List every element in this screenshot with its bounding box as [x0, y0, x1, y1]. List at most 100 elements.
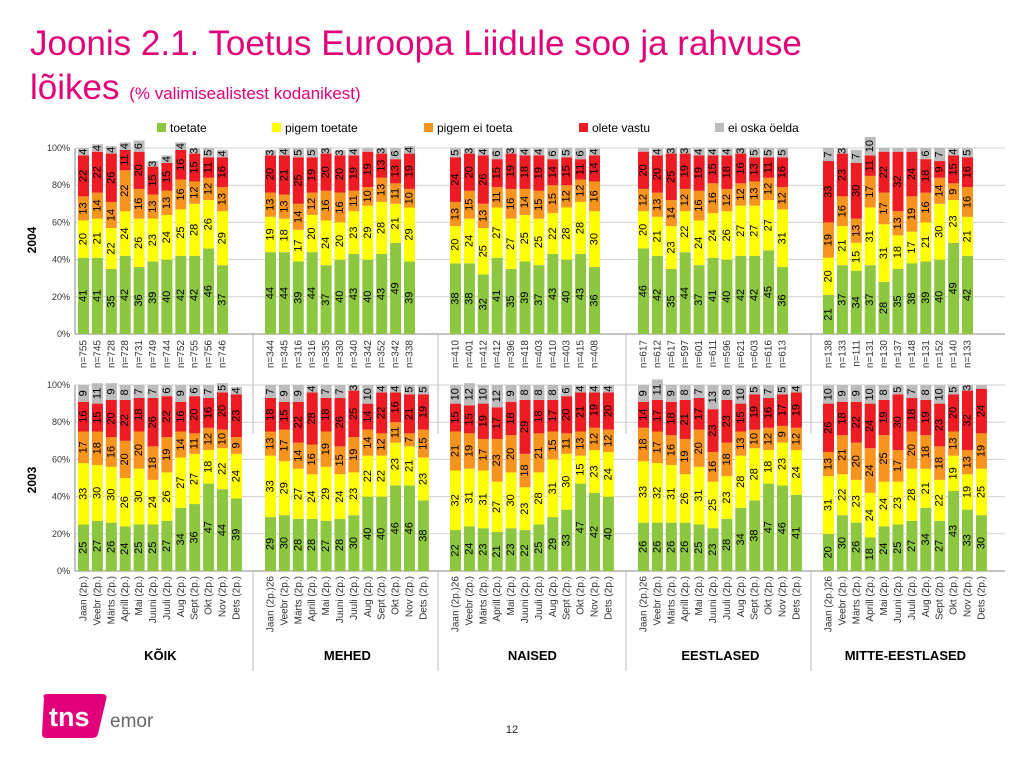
data-label: 35 — [105, 295, 117, 307]
data-label: 19 — [417, 406, 429, 418]
data-label: 14 — [547, 166, 559, 178]
data-label: 40 — [334, 291, 346, 303]
bar-segment-pigem-ei-toeta — [189, 433, 201, 454]
bar-segment-pigem-toetate — [948, 455, 960, 492]
data-label: 13 — [376, 160, 388, 172]
data-label: 7 — [693, 388, 705, 394]
bar-segment-olete-vastu — [693, 155, 705, 191]
bar-segment-pigem-ei-toeta — [334, 446, 346, 475]
category-label: n=597 — [680, 340, 691, 369]
data-label: 30 — [836, 537, 848, 549]
bar-segment-pigem-ei-toeta — [119, 170, 131, 212]
data-label: 30 — [348, 537, 360, 549]
data-label: 16 — [589, 190, 601, 202]
category-label: n=415 — [576, 340, 587, 369]
data-label: 20 — [265, 168, 277, 180]
data-label: 15 — [334, 454, 346, 466]
category-label: Veebr (2p.) — [464, 576, 475, 625]
bar-segment-ei-oska — [265, 149, 276, 156]
data-label: 10 — [823, 388, 835, 400]
data-label: 28 — [749, 468, 761, 480]
category-label: n=133 — [963, 340, 974, 369]
bar-segment-olete-vastu — [749, 157, 761, 182]
category-label: n=345 — [279, 340, 290, 369]
bar-segment-toetate — [547, 517, 559, 571]
bar-segment-ei-oska — [376, 385, 388, 393]
category-label: n=338 — [405, 340, 416, 369]
bar-segment-toetate — [463, 263, 475, 334]
data-label: 27 — [161, 540, 173, 552]
data-label: 33 — [265, 480, 277, 492]
category-label: Mai (2p.) — [694, 576, 705, 615]
data-label: 19 — [679, 165, 691, 177]
data-label: 15 — [417, 437, 429, 449]
data-label: 43 — [348, 288, 360, 300]
data-label: 40 — [934, 291, 946, 303]
data-label: 14 — [519, 196, 531, 208]
bar-segment-toetate — [721, 259, 733, 334]
bar-segment-pigem-toetate — [133, 218, 145, 268]
category-label: n=745 — [92, 340, 103, 369]
data-label: 16 — [707, 192, 719, 204]
bar-segment-toetate — [376, 496, 388, 571]
data-label: 42 — [189, 289, 201, 301]
bar-segment-pigem-ei-toeta — [836, 196, 848, 227]
bar-segment-toetate — [547, 254, 559, 334]
data-label: 11 — [390, 188, 402, 199]
bar-segment-ei-oska — [651, 379, 663, 400]
data-label: 3 — [463, 148, 475, 154]
bar-segment-pigem-ei-toeta — [533, 190, 545, 219]
data-label: 42 — [119, 289, 131, 301]
bar-segment-toetate — [189, 255, 201, 334]
bar-segment-ei-oska — [721, 148, 733, 156]
group-label: MEHED — [324, 648, 371, 663]
bar-segment-ei-oska — [491, 385, 503, 408]
data-label: 25 — [133, 542, 145, 554]
bar-segment-olete-vastu — [161, 396, 173, 438]
bar-segment-toetate — [906, 263, 918, 334]
data-label: 35 — [892, 295, 904, 307]
legend-label-ei-oska: ei oska öelda — [728, 121, 799, 135]
data-label: 26 — [334, 416, 346, 428]
bar-segment-ei-oska — [161, 385, 173, 397]
data-label: 22 — [836, 489, 848, 501]
bar-segment-olete-vastu — [362, 403, 374, 430]
bar-segment-pigem-ei-toeta — [203, 427, 215, 451]
data-label: 39 — [920, 292, 932, 304]
bar-segment-pigem-toetate — [638, 211, 649, 249]
category-label: n=603 — [750, 340, 761, 369]
bar-segment-pigem-ei-toeta — [575, 431, 587, 456]
data-label: 21 — [836, 449, 848, 461]
category-label: Dets (2p.) — [603, 576, 614, 620]
bar-segment-olete-vastu — [735, 153, 747, 184]
bar-segment-ei-oska — [665, 148, 677, 154]
bar-segment-olete-vastu — [189, 153, 201, 182]
bar-segment-ei-oska — [265, 385, 276, 399]
data-label: 9 — [836, 390, 848, 396]
data-label: 3 — [334, 150, 346, 156]
data-label: 19 — [693, 167, 705, 179]
bar-segment-pigem-toetate — [878, 224, 890, 282]
y-tick-label: 100% — [47, 143, 70, 153]
data-label: 26 — [147, 416, 159, 428]
bar-segment-pigem-ei-toeta — [777, 425, 788, 443]
bar-segment-olete-vastu — [306, 157, 318, 193]
data-label: 42 — [651, 289, 663, 301]
data-label: 4 — [602, 386, 614, 392]
bar-segment-toetate — [78, 524, 89, 571]
category-label: n=403 — [534, 340, 545, 369]
data-label: 4 — [519, 149, 531, 155]
bar-segment-olete-vastu — [749, 394, 761, 430]
data-label: 22 — [878, 166, 890, 178]
data-label: 12 — [189, 187, 201, 199]
bar-segment-pigem-toetate — [519, 487, 531, 531]
bar-segment-pigem-ei-toeta — [203, 177, 215, 201]
data-label: 9 — [665, 390, 677, 396]
bar-segment-pigem-toetate — [203, 450, 215, 484]
data-label: 5 — [892, 387, 904, 393]
data-label: 4 — [161, 156, 173, 162]
bar-segment-toetate — [91, 520, 103, 571]
data-label: 18 — [533, 410, 545, 422]
category-label: Jaan (2p.)26 — [824, 576, 835, 633]
data-label: 20 — [463, 166, 475, 178]
